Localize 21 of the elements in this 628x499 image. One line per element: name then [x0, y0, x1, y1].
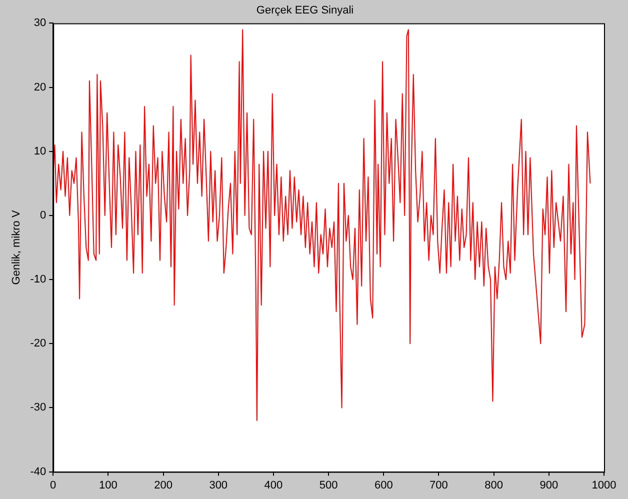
- chart-title: Gerçek EEG Sinyali: [256, 4, 354, 17]
- y-tick-label: 0: [40, 209, 46, 222]
- y-tick-label: 20: [34, 81, 46, 94]
- x-tick-label: 1000: [592, 479, 616, 492]
- y-tick-label: 10: [34, 145, 46, 158]
- y-tick-label: -10: [30, 274, 46, 286]
- y-tick-label: -20: [30, 338, 46, 350]
- y-tick-label: -40: [30, 466, 46, 478]
- x-tick-label: 0: [50, 479, 56, 492]
- y-tick-label: 30: [34, 17, 46, 30]
- x-tick-label: 100: [99, 479, 118, 492]
- x-tick-label: 300: [209, 479, 228, 492]
- y-tick-label: -30: [30, 402, 46, 414]
- x-tick-label: 200: [154, 479, 172, 492]
- x-tick-label: 500: [319, 479, 338, 492]
- y-axis-title: Genlik, mikro V: [10, 210, 23, 285]
- x-tick-label: 600: [374, 479, 393, 492]
- x-tick-label: 400: [264, 479, 283, 492]
- x-tick-label: 900: [540, 479, 558, 492]
- x-tick-label: 800: [484, 479, 503, 492]
- x-tick-label: 700: [430, 479, 448, 492]
